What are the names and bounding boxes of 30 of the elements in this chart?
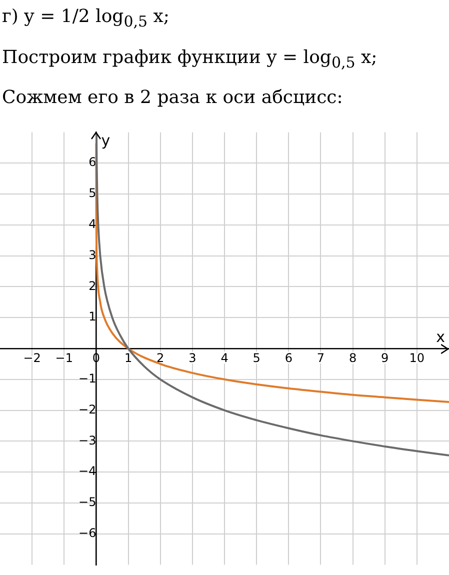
y-tick-label: 3 xyxy=(88,248,96,262)
x-tick-label: 2 xyxy=(156,350,164,365)
y-tick-label: 2 xyxy=(88,278,96,293)
y-tick-label: 5 xyxy=(88,186,96,200)
y-axis-title: y xyxy=(101,132,110,150)
chart-subtitle: Построим график функции y = log$_{0,5}$ x; xyxy=(2,46,378,74)
x-tick-label: 3 xyxy=(188,350,196,365)
x-tick-label: 4 xyxy=(220,350,228,365)
x-tick-label: −1 xyxy=(55,350,73,365)
x-tick-label: 1 xyxy=(124,350,132,365)
x-tick-label: 10 xyxy=(409,350,425,365)
chart-title: г) y = 1/2 log$_{0,5}$ x; xyxy=(2,5,170,33)
x-tick-label: 9 xyxy=(381,350,389,365)
y-tick-label: −1 xyxy=(78,372,96,386)
x-tick-label: 6 xyxy=(284,350,292,365)
y-tick-label: 4 xyxy=(88,217,96,232)
y-tick-label: −3 xyxy=(78,433,96,448)
y-tick-label: −2 xyxy=(78,402,96,416)
x-tick-label: 5 xyxy=(252,350,260,365)
x-tick-label: 8 xyxy=(348,350,357,365)
line-series xyxy=(95,132,449,456)
x-axis-title: x xyxy=(436,328,446,346)
x-tick-label: −2 xyxy=(23,350,41,365)
y-tick-label: −5 xyxy=(78,495,96,510)
x-tick-label: 7 xyxy=(316,350,325,365)
y-tick-label: −6 xyxy=(78,526,96,540)
y-tick-label: 6 xyxy=(88,155,96,170)
text: Сожмем его в 2 раза к оси абсцисс: xyxy=(2,86,344,110)
y-tick-label: 1 xyxy=(88,310,96,324)
y-tick-label: −4 xyxy=(78,464,96,478)
